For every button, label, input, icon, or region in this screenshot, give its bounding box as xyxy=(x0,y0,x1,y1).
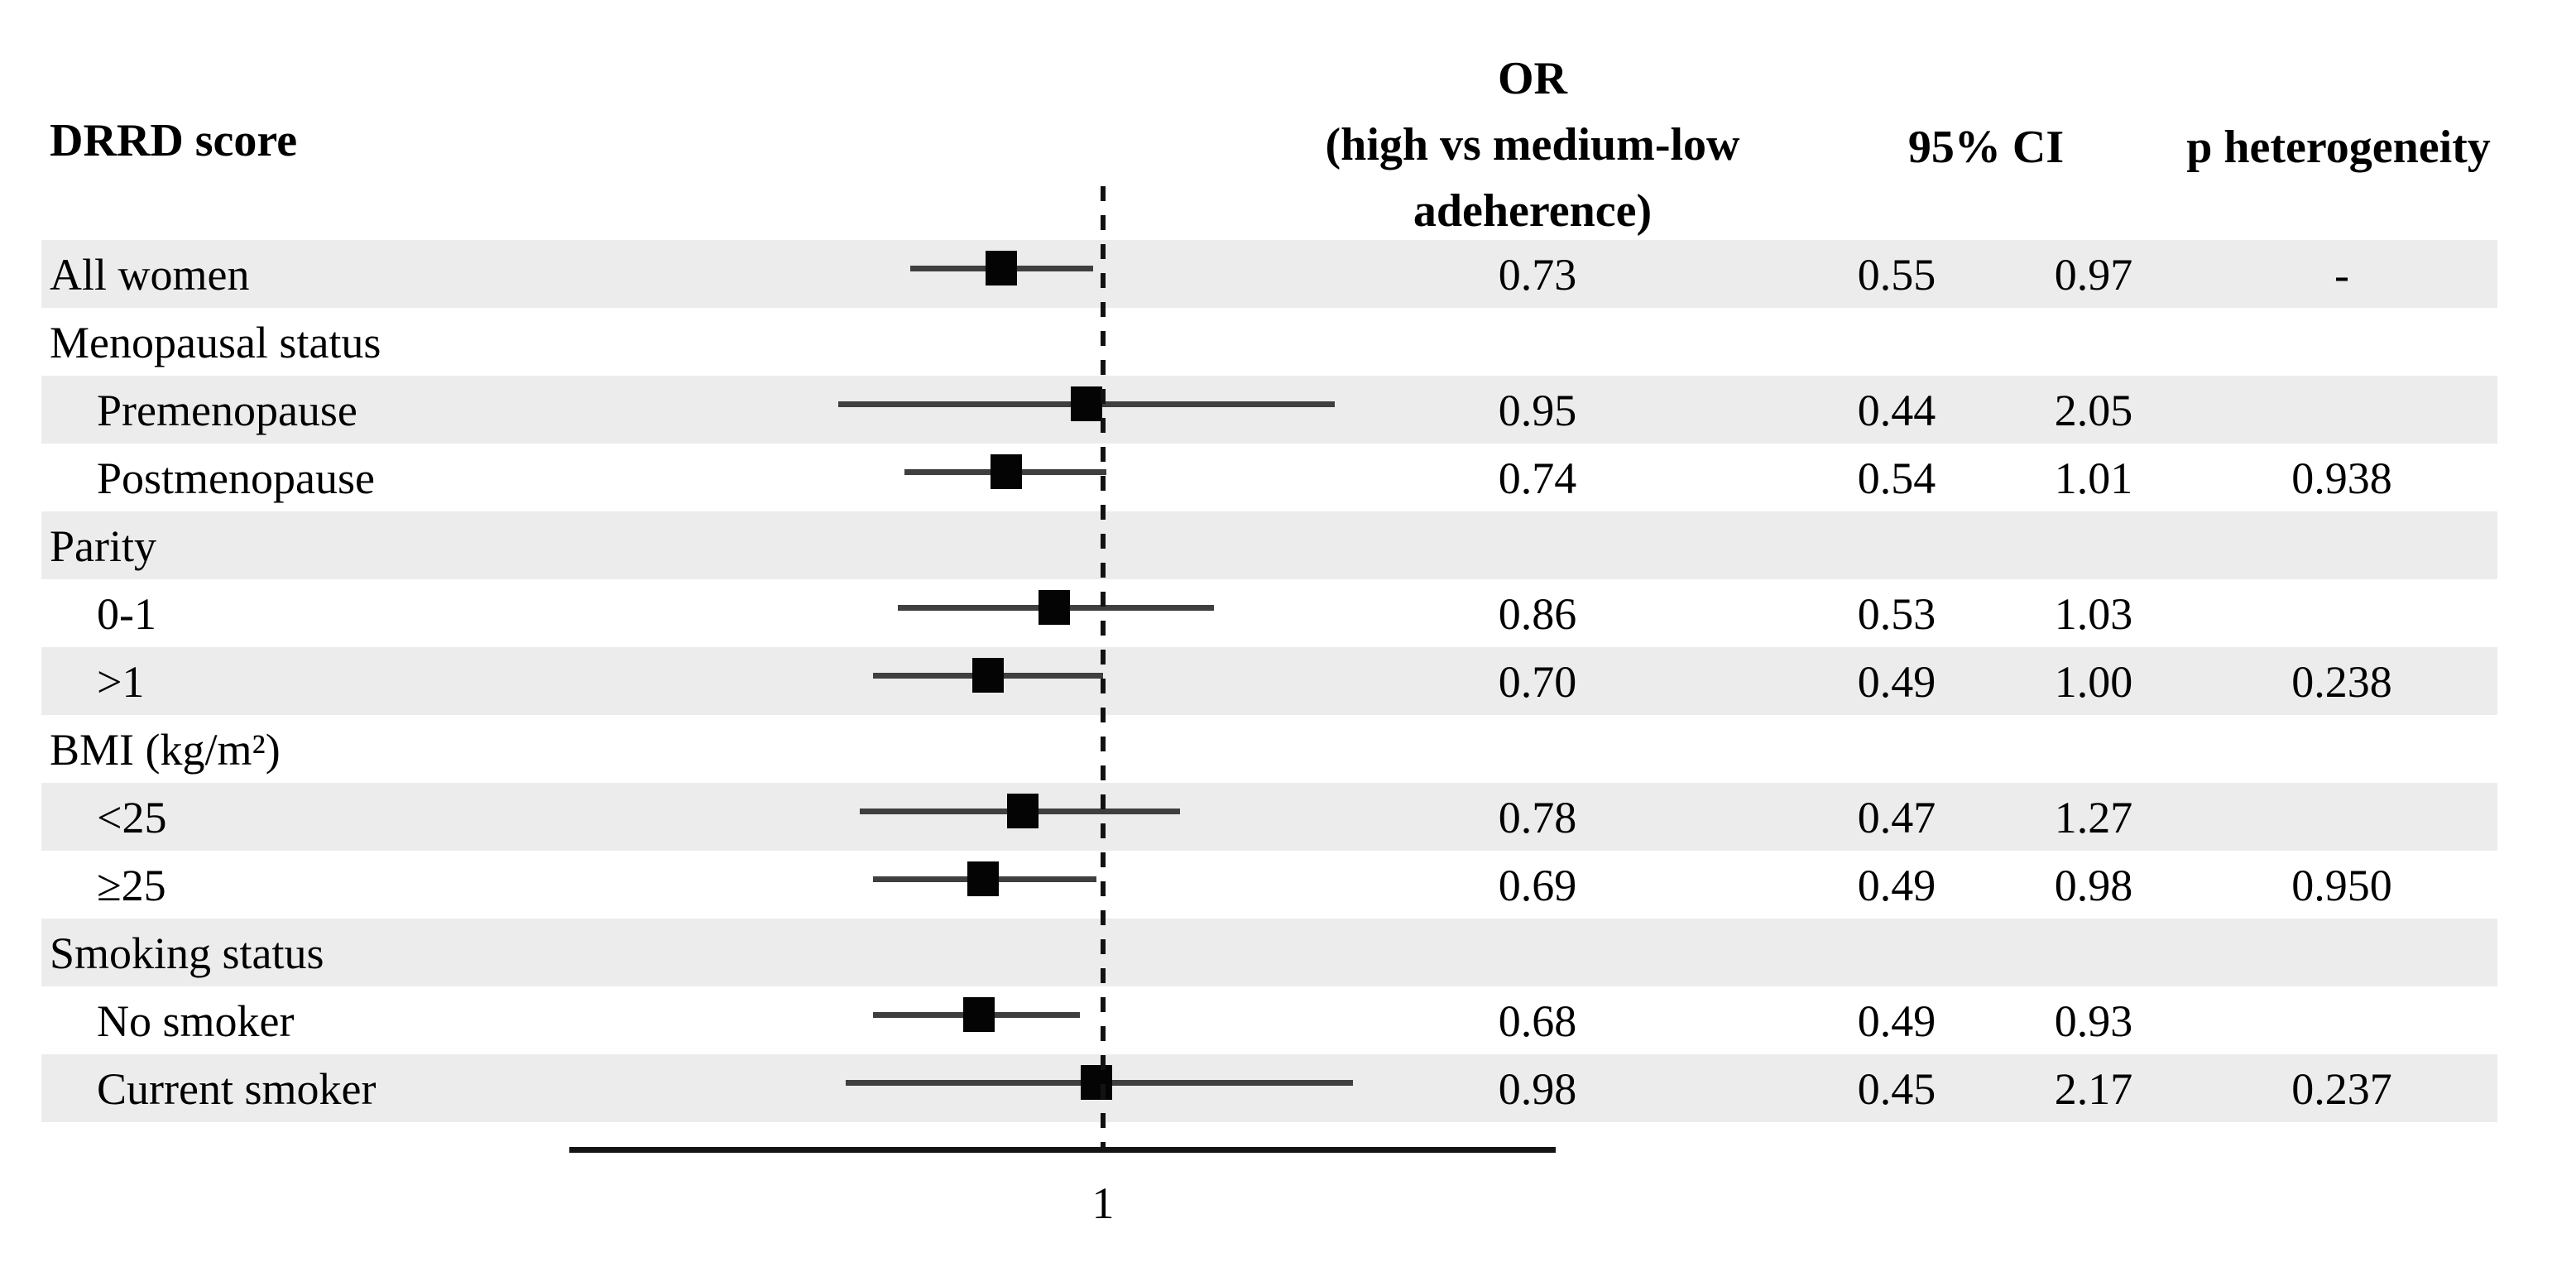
or-marker xyxy=(967,861,1000,896)
or-marker xyxy=(1039,590,1071,625)
or-marker xyxy=(1081,1065,1113,1100)
row-label: Smoking status xyxy=(50,929,324,978)
or-value: 0.68 xyxy=(1498,996,1577,1046)
row-label: Premenopause xyxy=(97,386,357,435)
row-label: 0-1 xyxy=(97,589,156,639)
ci-high-value: 2.17 xyxy=(2054,1064,2133,1114)
or-value: 0.74 xyxy=(1498,453,1577,503)
or-marker xyxy=(986,251,1018,286)
row-label: No smoker xyxy=(97,996,295,1046)
or-marker xyxy=(990,454,1022,489)
score-column-header: DRRD score xyxy=(50,115,298,166)
ci-high-value: 0.93 xyxy=(2054,996,2133,1046)
p-value: - xyxy=(2334,250,2349,300)
or-header-line-2: (high vs medium-low xyxy=(1325,119,1740,170)
ci-high-value: 1.01 xyxy=(2054,453,2133,503)
or-value: 0.70 xyxy=(1498,657,1577,707)
p-value: 0.237 xyxy=(2291,1064,2392,1114)
or-value: 0.78 xyxy=(1498,793,1577,842)
x-axis-tick-label: 1 xyxy=(1091,1178,1115,1228)
or-value: 0.98 xyxy=(1498,1064,1577,1114)
group-row: BMI (kg/m²) xyxy=(41,715,2497,783)
ci-low-value: 0.44 xyxy=(1857,386,1936,435)
ci-low-value: 0.49 xyxy=(1857,996,1936,1046)
ci-high-value: 0.97 xyxy=(2054,250,2133,300)
row-label: ≥25 xyxy=(97,861,166,910)
row-label: All women xyxy=(50,250,250,300)
ci-high-value: 2.05 xyxy=(2054,386,2133,435)
row-label: >1 xyxy=(97,657,145,707)
ci-low-value: 0.45 xyxy=(1857,1064,1936,1114)
group-row: Menopausal status xyxy=(41,308,2497,376)
or-value: 0.69 xyxy=(1498,861,1577,910)
or-column-header: OR (high vs medium-low adeherence) xyxy=(1326,46,1740,244)
or-value: 0.86 xyxy=(1498,589,1577,639)
or-value: 0.73 xyxy=(1498,250,1577,300)
ci-high-value: 1.00 xyxy=(2054,657,2133,707)
group-row: Parity xyxy=(41,511,2497,579)
ci-low-value: 0.55 xyxy=(1857,250,1936,300)
ci-low-value: 0.53 xyxy=(1857,589,1936,639)
table-row: <25 0.78 0.47 1.27 xyxy=(41,783,2497,851)
ci-low-value: 0.49 xyxy=(1857,657,1936,707)
row-label: Postmenopause xyxy=(97,453,375,503)
ci-low-value: 0.47 xyxy=(1857,793,1936,842)
row-label: Current smoker xyxy=(97,1064,377,1114)
p-value: 0.938 xyxy=(2291,453,2392,503)
p-heterogeneity-column-header: p heterogeneity xyxy=(2186,122,2491,173)
ci-high-value: 1.27 xyxy=(2054,793,2133,842)
group-row: Smoking status xyxy=(41,919,2497,986)
reference-line xyxy=(1101,186,1106,1149)
p-value: 0.238 xyxy=(2291,657,2392,707)
or-marker xyxy=(1070,386,1102,421)
row-label: BMI (kg/m²) xyxy=(50,725,281,775)
ci-low-value: 0.54 xyxy=(1857,453,1936,503)
table-row: Current smoker 0.98 0.45 2.17 0.237 xyxy=(41,1054,2497,1122)
table-row: Postmenopause 0.74 0.54 1.01 0.938 xyxy=(41,444,2497,511)
table-row: No smoker 0.68 0.49 0.93 xyxy=(41,986,2497,1054)
or-value: 0.95 xyxy=(1498,386,1577,435)
or-marker xyxy=(962,997,995,1032)
table-row: All women 0.73 0.55 0.97 - xyxy=(41,240,2497,308)
ci-high-value: 0.98 xyxy=(2054,861,2133,910)
table-row: >1 0.70 0.49 1.00 0.238 xyxy=(41,647,2497,715)
or-marker xyxy=(971,658,1004,693)
table-row: Premenopause 0.95 0.44 2.05 xyxy=(41,376,2497,444)
ci-column-header: 95% CI xyxy=(1907,122,2065,173)
table-row: ≥25 0.69 0.49 0.98 0.950 xyxy=(41,851,2497,919)
or-header-line-1: OR xyxy=(1498,53,1567,104)
table-row: 0-1 0.86 0.53 1.03 xyxy=(41,579,2497,647)
x-axis-line xyxy=(569,1147,1556,1153)
or-marker xyxy=(1007,794,1039,828)
row-label: <25 xyxy=(97,793,167,842)
ci-high-value: 1.03 xyxy=(2054,589,2133,639)
ci-low-value: 0.49 xyxy=(1857,861,1936,910)
row-label: Menopausal status xyxy=(50,318,381,367)
row-label: Parity xyxy=(50,521,156,571)
or-header-line-3: adeherence) xyxy=(1413,185,1653,237)
p-value: 0.950 xyxy=(2291,861,2392,910)
